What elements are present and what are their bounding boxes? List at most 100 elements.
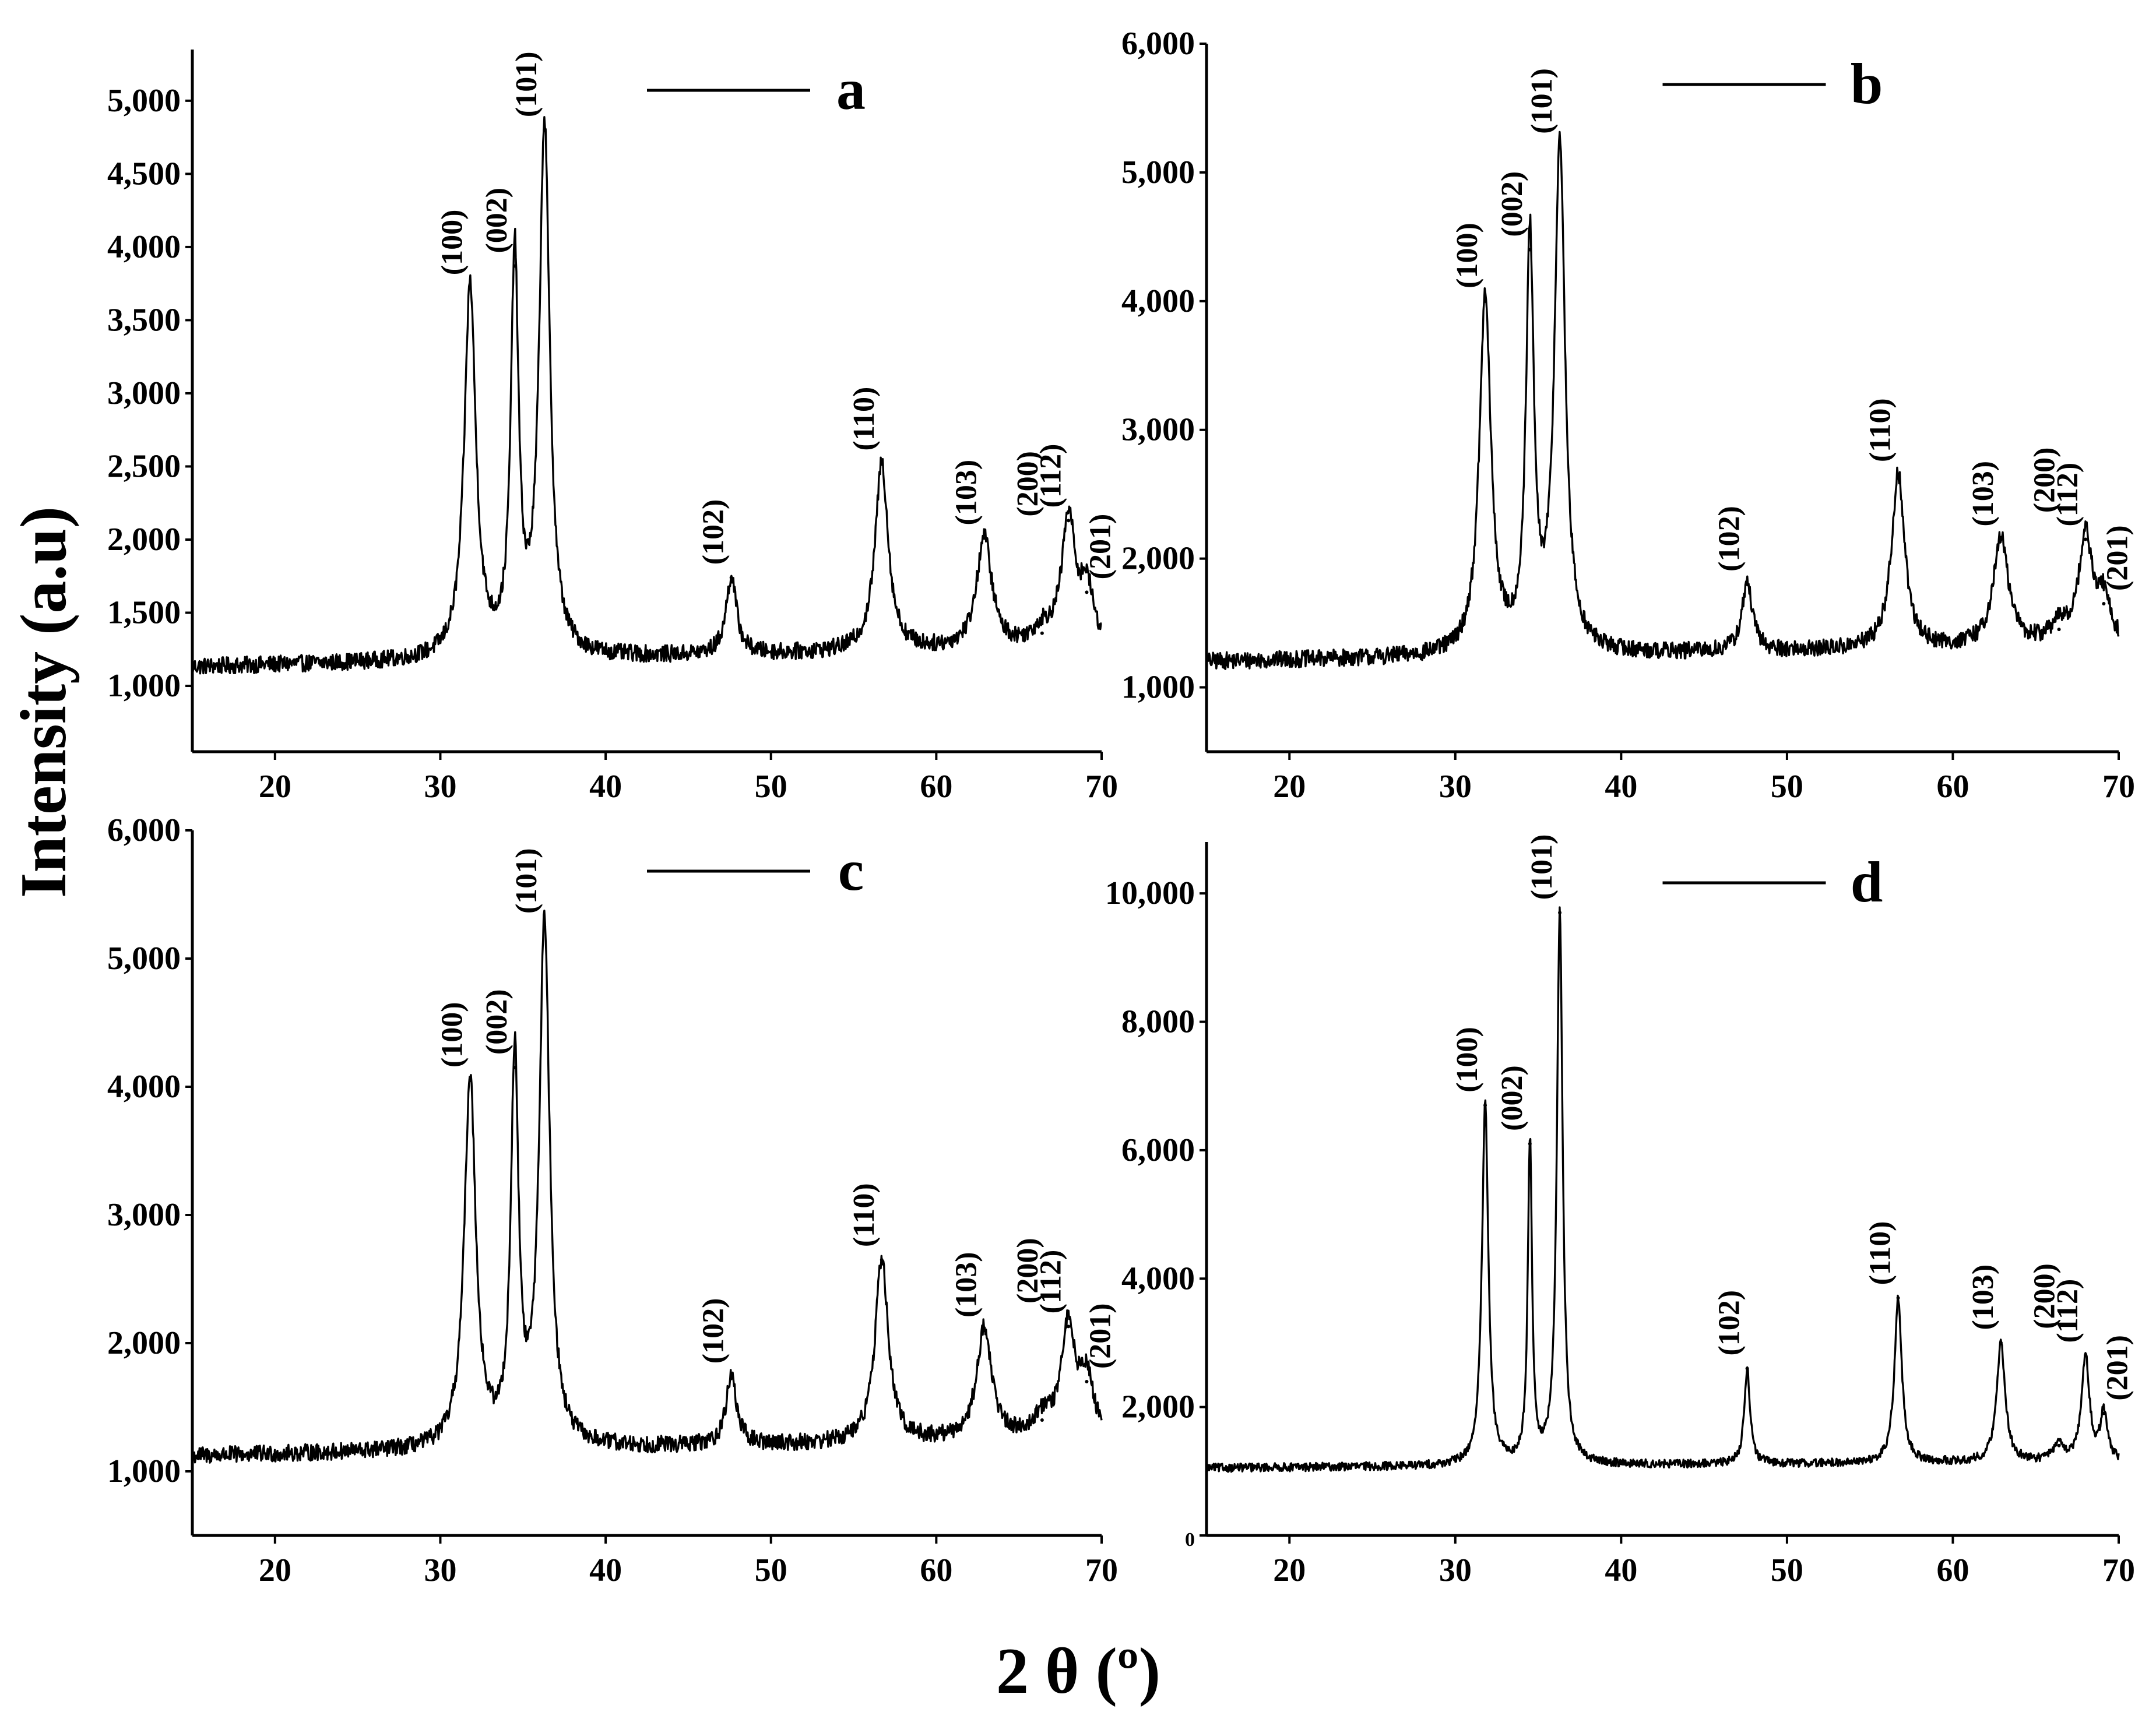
y-tick-label-d: 2,000	[1121, 1389, 1195, 1425]
peak-marker-a	[513, 264, 517, 268]
peak-marker-d	[1558, 911, 1562, 915]
peak-label-c: (101)	[510, 848, 543, 914]
peak-label-c: (110)	[847, 1183, 881, 1247]
peak-marker-a	[1040, 631, 1044, 635]
peak-marker-c	[513, 1066, 517, 1069]
x-axis-title: 2 θ (º)	[996, 1635, 1160, 1707]
peak-marker-a	[880, 462, 884, 466]
y-tick-label-c: 6,000	[107, 812, 181, 848]
panel-a: 20 30 40 50 60 70 1,000 1,500 2,000 2,500 3,000 3,5…	[107, 50, 1118, 805]
x-tick-label-a: 60	[920, 769, 952, 805]
x-tick-label-d: 60	[1936, 1552, 1969, 1588]
x-tick-label-b: 70	[2102, 769, 2135, 805]
y-tick-label-b: 1,000	[1121, 670, 1195, 706]
y-tick-label-a: 4,000	[107, 229, 181, 265]
peak-label-b: (101)	[1525, 68, 1559, 134]
y-tick-label-c: 3,000	[107, 1197, 181, 1233]
x-tick-label-c: 50	[755, 1552, 787, 1588]
peak-marker-a	[1085, 590, 1089, 594]
y-tick-label-b: 5,000	[1121, 154, 1195, 191]
x-tick-label-b: 30	[1439, 769, 1472, 805]
x-tick-label-b: 40	[1605, 769, 1637, 805]
y-tick-label-c: 2,000	[107, 1325, 181, 1361]
peak-marker-a	[729, 576, 733, 580]
peak-marker-c	[880, 1258, 884, 1262]
peak-label-d: (002)	[1496, 1065, 1529, 1131]
peak-label-a: (201)	[1084, 514, 1117, 580]
y-tick-label-a: 2,000	[107, 522, 181, 558]
peak-marker-b	[2102, 601, 2106, 605]
y-tick-label-d: 6,000	[1121, 1132, 1195, 1168]
x-tick-label-d: 40	[1605, 1552, 1637, 1588]
peak-marker-b	[2084, 537, 2088, 541]
y-tick-label-a: 3,500	[107, 302, 181, 338]
spectrum-line-d	[1205, 906, 2120, 1473]
y-tick-label-b: 4,000	[1121, 283, 1195, 319]
peak-marker-b	[1483, 299, 1487, 303]
peak-marker-c	[468, 1079, 472, 1082]
x-tick-label-a: 30	[424, 769, 456, 805]
peak-marker-a	[982, 536, 986, 540]
peak-label-b: (103)	[1967, 461, 2000, 527]
peak-label-a: (200)	[1011, 451, 1044, 517]
peak-label-d: (100)	[1451, 1027, 1484, 1093]
legend-label-c: c	[838, 838, 864, 903]
peak-label-a: (103)	[950, 460, 983, 526]
x-tick-label-b: 50	[1771, 769, 1803, 805]
panel-c: 20 30 40 50 60 70 1,000 2,000 3,000 4,000 5,000 6,0…	[107, 812, 1118, 1588]
y-tick-label-b: 2,000	[1121, 541, 1195, 577]
x-tick-label-b: 20	[1273, 769, 1306, 805]
x-tick-label-d: 20	[1273, 1552, 1306, 1588]
peak-marker-a	[468, 286, 472, 290]
peak-label-d: (200)	[2028, 1263, 2062, 1329]
y-tick-label-d: 0	[1185, 1529, 1195, 1551]
x-tick-label-a: 70	[1085, 769, 1118, 805]
y-tick-label-b: 6,000	[1121, 26, 1195, 62]
y-tick-label-a: 5,000	[107, 83, 181, 119]
panel-b: 20 30 40 50 60 70 1,000 2,000 3,000 4,000 5,000 6,0…	[1121, 26, 2135, 805]
legend-label-a: a	[836, 57, 866, 122]
x-tick-label-d: 50	[1771, 1552, 1803, 1588]
panel-d: 20 30 40 50 60 70 0 2,000 4,000 6,000 8,000 10,000 (…	[1105, 834, 2135, 1588]
y-tick-label-a: 3,000	[107, 375, 181, 411]
y-tick-label-a: 1,000	[107, 668, 181, 704]
y-tick-label-d: 10,000	[1105, 875, 1195, 911]
y-tick-label-d: 8,000	[1121, 1004, 1195, 1040]
peak-label-a: (100)	[436, 210, 469, 276]
peak-label-a: (102)	[697, 499, 730, 565]
y-tick-label-a: 2,500	[107, 448, 181, 484]
peak-marker-a	[543, 128, 547, 132]
peak-label-a: (101)	[510, 51, 543, 117]
spectrum-line-a	[191, 116, 1102, 675]
peak-label-d: (102)	[1713, 1290, 1746, 1356]
peak-marker-b	[1528, 248, 1532, 252]
peak-marker-b	[2057, 628, 2061, 632]
peak-marker-b	[1999, 537, 2003, 541]
peak-label-c: (201)	[1084, 1303, 1117, 1369]
peak-marker-d	[2084, 1354, 2088, 1358]
legend-label-d: d	[1851, 850, 1883, 914]
y-tick-label-d: 4,000	[1121, 1260, 1195, 1297]
peak-label-a: (110)	[847, 387, 881, 451]
x-tick-label-d: 30	[1439, 1552, 1472, 1588]
peak-label-b: (002)	[1496, 171, 1529, 237]
x-tick-label-c: 30	[424, 1552, 456, 1588]
x-tick-label-b: 60	[1936, 769, 1969, 805]
peak-marker-d	[1528, 1142, 1532, 1146]
peak-label-c: (002)	[480, 989, 513, 1055]
peak-marker-d	[1483, 1103, 1487, 1107]
peak-marker-d	[2057, 1443, 2061, 1447]
peak-marker-c	[1040, 1418, 1044, 1422]
peak-marker-c	[729, 1375, 733, 1379]
peak-label-c: (112)	[1034, 1250, 1067, 1314]
peak-marker-c	[1085, 1380, 1089, 1383]
x-tick-label-a: 40	[589, 769, 622, 805]
peak-marker-d	[1999, 1341, 2003, 1345]
peak-marker-b	[1558, 145, 1562, 149]
y-axis-title: Intensity (a.u)	[8, 506, 80, 898]
peak-marker-c	[543, 925, 547, 928]
x-tick-label-c: 20	[259, 1552, 291, 1588]
peak-label-b: (112)	[2051, 463, 2084, 527]
peak-label-c: (100)	[436, 1002, 469, 1068]
x-tick-label-d: 70	[2102, 1552, 2135, 1588]
